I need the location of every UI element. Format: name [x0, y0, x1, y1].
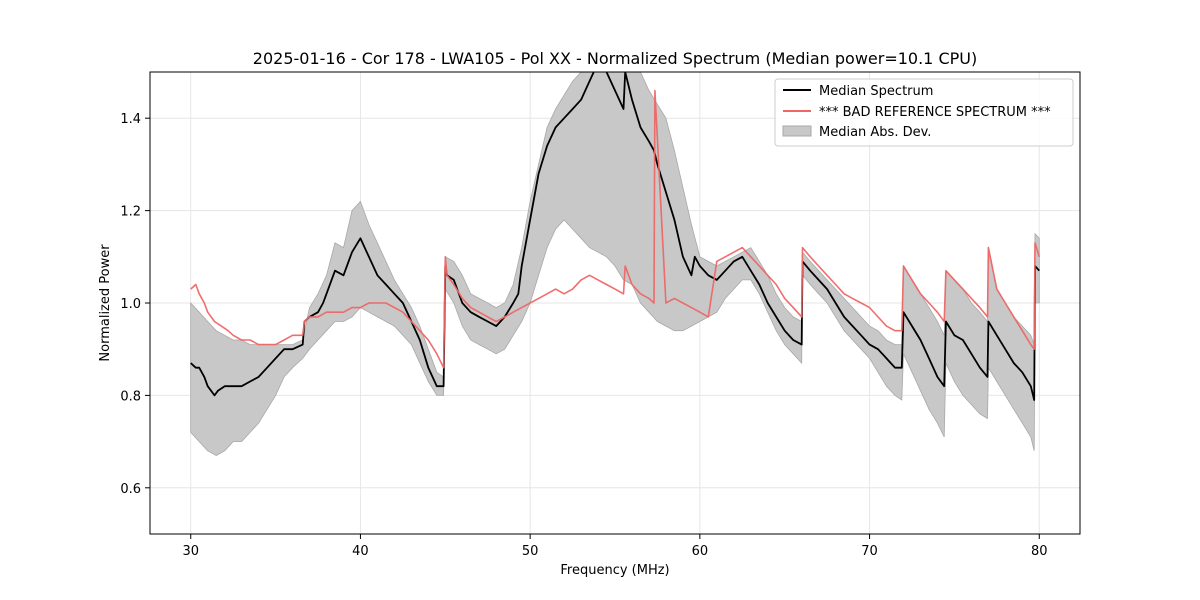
median-spectrum-line — [190, 72, 1040, 401]
legend-box — [774, 78, 1074, 147]
y-tick-label: 1.0 — [120, 297, 141, 312]
x-tick-label: 60 — [692, 544, 709, 559]
x-tick-label: 40 — [352, 544, 369, 559]
x-tick-label: 30 — [182, 544, 199, 559]
y-axis-label: Normalized Power — [98, 244, 113, 362]
x-tick-label: 80 — [1031, 544, 1048, 559]
y-tick-label: 1.2 — [120, 205, 141, 220]
series-layer — [190, 72, 1041, 401]
mad-band-layer — [190, 72, 1040, 456]
y-tick-label: 0.8 — [120, 389, 141, 404]
chart-title: 2025-01-16 - Cor 178 - LWA105 - Pol XX -… — [253, 49, 977, 68]
x-tick-label: 70 — [861, 544, 878, 559]
x-tick-label: 50 — [522, 544, 539, 559]
legend-label-mad: Median Abs. Dev. — [819, 125, 931, 140]
legend-label-median: Median Spectrum — [819, 84, 933, 99]
legend-swatch-mad — [782, 125, 812, 137]
legend-label-bad-reference: *** BAD REFERENCE SPECTRUM *** — [819, 105, 1051, 120]
y-tick-label: 1.4 — [120, 112, 141, 127]
bad-reference-spectrum-line — [190, 89, 1041, 369]
y-tick-label: 0.6 — [120, 482, 141, 497]
legend: Median Spectrum *** BAD REFERENCE SPECTR… — [774, 78, 1074, 147]
x-axis-label: Frequency (MHz) — [560, 563, 669, 578]
axis-ticks: 30 40 50 60 70 80 0.6 0.8 1.0 1.2 1.4 — [120, 112, 1047, 559]
mad-band — [190, 72, 1040, 456]
